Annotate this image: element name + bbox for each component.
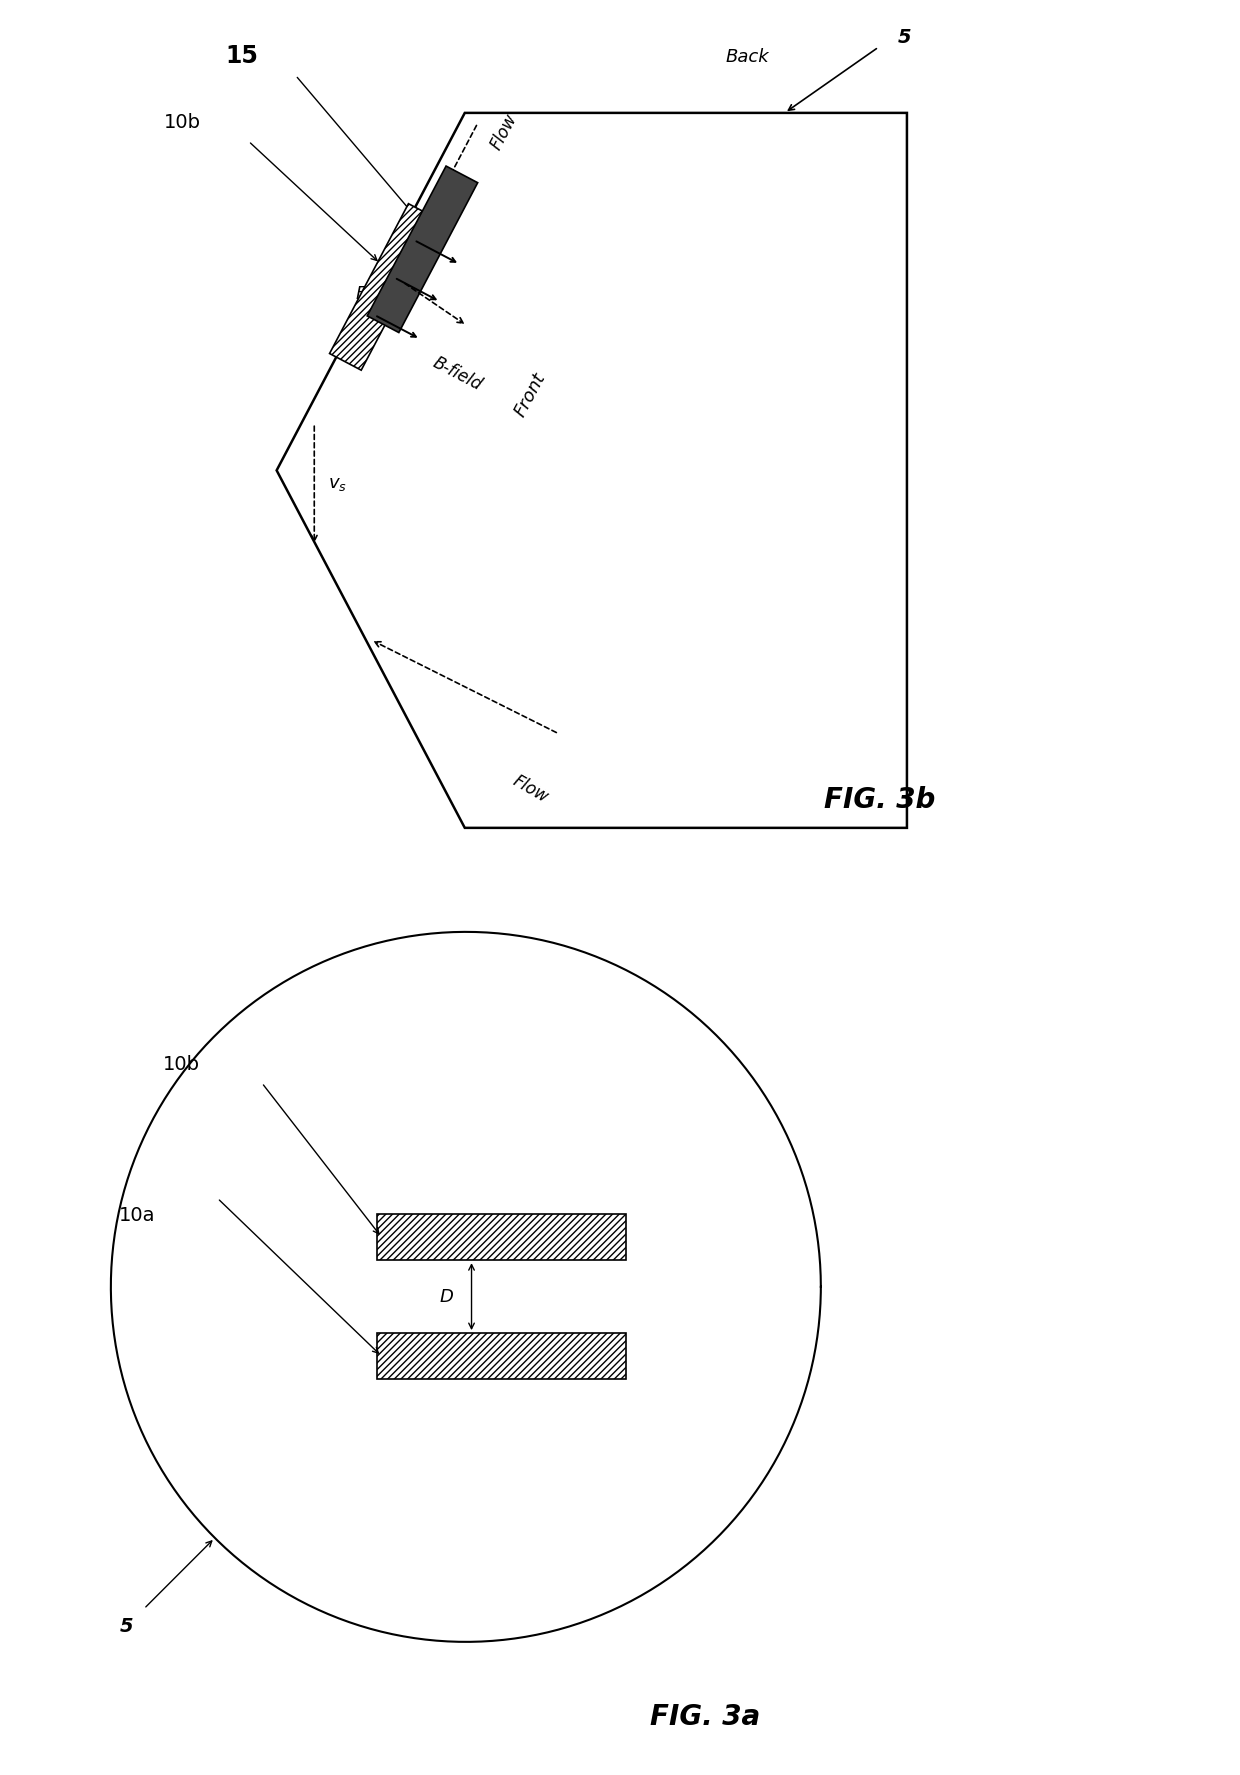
Text: 15: 15 <box>224 44 258 69</box>
Text: F: F <box>356 286 366 304</box>
Polygon shape <box>330 204 440 371</box>
Text: 10b: 10b <box>162 1056 200 1074</box>
Text: FIG. 3b: FIG. 3b <box>823 786 935 813</box>
Text: B-field: B-field <box>430 353 485 394</box>
Polygon shape <box>367 167 477 332</box>
Text: Flow: Flow <box>510 772 552 806</box>
Text: Front: Front <box>512 369 549 421</box>
Text: 10a: 10a <box>119 1207 155 1225</box>
Text: 5: 5 <box>898 28 911 48</box>
Text: $v_s$: $v_s$ <box>329 476 347 493</box>
Text: 10b: 10b <box>165 114 201 131</box>
FancyBboxPatch shape <box>377 1333 626 1379</box>
Text: 5: 5 <box>119 1617 133 1637</box>
Text: Back: Back <box>725 48 769 66</box>
Text: Flow: Flow <box>487 112 521 153</box>
FancyBboxPatch shape <box>377 1214 626 1260</box>
Text: FIG. 3a: FIG. 3a <box>650 1702 760 1731</box>
Text: D: D <box>440 1287 454 1306</box>
